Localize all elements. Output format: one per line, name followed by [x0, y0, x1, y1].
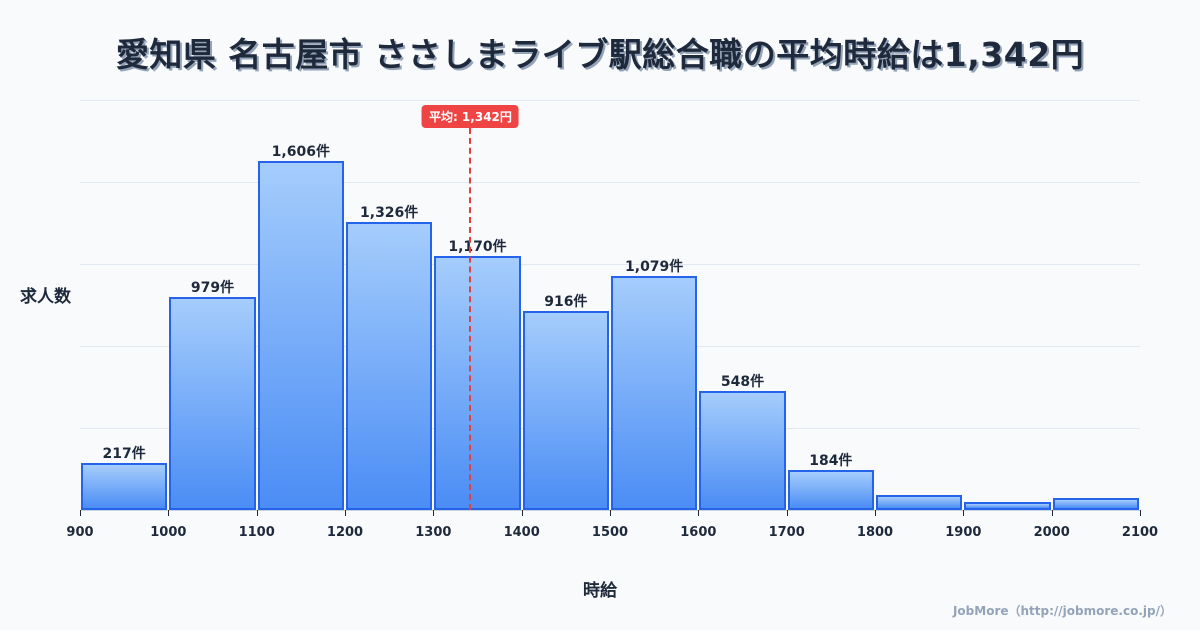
histogram-bar: [522, 310, 609, 510]
gridline: [80, 264, 1140, 265]
x-tick: [786, 510, 788, 516]
x-tick: [1051, 510, 1053, 516]
x-tick: [433, 510, 435, 516]
bar-value-label: 979件: [190, 280, 235, 297]
mean-badge: 平均: 1,342円: [421, 105, 519, 128]
x-tick: [345, 510, 346, 516]
histogram-bar: [434, 255, 521, 510]
bar-value-label: 217件: [102, 445, 146, 462]
y-axis-label: 求人数: [20, 287, 71, 307]
x-tick: [1140, 510, 1141, 516]
x-tick-label: 1100: [238, 525, 275, 540]
x-tick-label: 1800: [856, 525, 894, 540]
histogram-bar: [699, 390, 786, 510]
x-tick-label: 1600: [680, 525, 717, 540]
x-tick: [256, 510, 258, 516]
x-tick-label: 1200: [326, 525, 364, 540]
histogram-bar: [346, 221, 433, 510]
histogram-bar: [611, 275, 698, 510]
x-tick-label: 1900: [945, 525, 982, 540]
x-tick-label: 2100: [1121, 525, 1159, 540]
x-tick-label: 1300: [415, 525, 452, 540]
bar-value-label: 184件: [809, 453, 853, 470]
x-tick: [168, 510, 170, 516]
histogram-bar: [964, 502, 1051, 510]
x-tick: [963, 510, 965, 516]
plot-area: 217件 979件 1,606件 1,326件 1,170件 916件 1,079件 548件…: [80, 100, 1140, 510]
x-tick-label: 1700: [768, 525, 805, 540]
x-tick: [610, 510, 611, 516]
histogram-bar: [169, 297, 256, 510]
bar-value-label: 548件: [720, 373, 765, 390]
gridline: [80, 428, 1140, 429]
histogram-bar: [1052, 498, 1139, 510]
x-tick-label: 900: [66, 525, 94, 540]
x-tick-label: 1400: [503, 525, 540, 540]
gridline: [80, 100, 1140, 101]
x-tick: [521, 510, 523, 516]
x-tick-label: 1500: [591, 525, 629, 540]
x-tick: [875, 510, 876, 516]
x-tick: [698, 510, 700, 516]
credit-text: JobMore（http://jobmore.co.jp/）: [952, 604, 1172, 618]
x-tick-label: 1000: [150, 525, 187, 540]
x-tick: [80, 510, 81, 516]
histogram-bar: [81, 462, 168, 510]
gridline: [80, 182, 1140, 183]
histogram-bar: [787, 470, 874, 510]
histogram-bar: [257, 161, 344, 510]
bar-value-label: 1,606件: [271, 144, 330, 161]
gridline: [80, 346, 1140, 347]
x-tick-label: 2000: [1033, 525, 1070, 540]
bar-value-label: 1,326件: [360, 204, 419, 221]
mean-line: [469, 128, 472, 510]
bar-value-label: 1,079件: [625, 258, 684, 275]
histogram-bar: [876, 494, 963, 510]
chart-title: 愛知県 名古屋市 ささしまライブ駅総合職の平均時給は1,342円: [115, 35, 1085, 74]
x-axis-label: 時給: [583, 581, 617, 601]
bar-value-label: 1,170件: [448, 238, 507, 255]
bar-value-label: 916件: [544, 293, 588, 310]
